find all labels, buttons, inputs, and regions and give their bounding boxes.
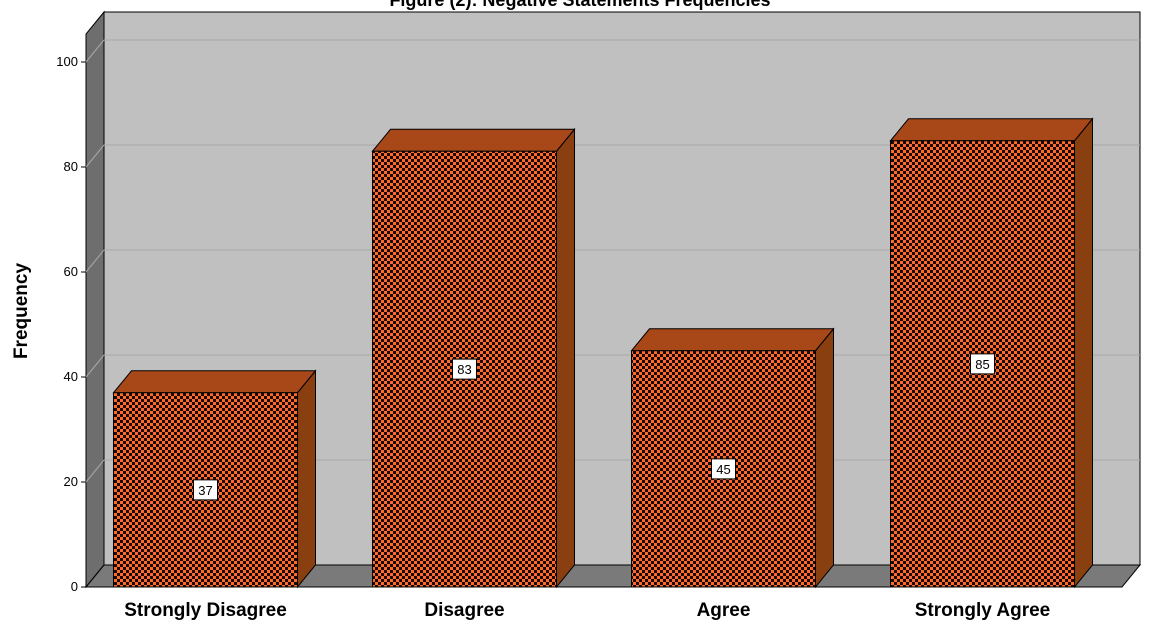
- y-axis-title: Frequency: [11, 263, 32, 360]
- gridline-side: [85, 354, 105, 378]
- side-wall: [85, 10, 105, 589]
- bar: [889, 117, 1094, 589]
- bar-top: [112, 370, 317, 394]
- bar-side: [815, 327, 834, 589]
- data-label-box: [452, 358, 477, 380]
- bar-top: [371, 128, 576, 152]
- y-tick-label: 80: [64, 159, 78, 174]
- gridline-side: [85, 249, 105, 273]
- data-label-box: [193, 479, 218, 501]
- bar: [630, 327, 835, 589]
- bar: [112, 369, 317, 589]
- y-tick-label: 60: [64, 264, 78, 279]
- chart-title: Figure (2): Negative Statements Frequenc…: [389, 0, 770, 10]
- data-label-box: [711, 458, 736, 480]
- x-tick-label: Strongly Disagree: [124, 600, 287, 621]
- gridline-side: [85, 459, 105, 483]
- y-tick-label: 100: [56, 54, 78, 69]
- x-tick-label: Disagree: [424, 600, 504, 621]
- data-label-box: [970, 353, 995, 375]
- y-tick-label: 0: [71, 579, 78, 594]
- bar-top: [889, 118, 1094, 142]
- gridline-side: [85, 144, 105, 168]
- x-tick-label: Agree: [697, 600, 751, 621]
- y-tick-label: 40: [64, 369, 78, 384]
- data-label: 83: [457, 362, 471, 377]
- data-label: 85: [975, 357, 989, 372]
- y-tick-label: 20: [64, 474, 78, 489]
- bar: [371, 127, 576, 589]
- gridline-side: [85, 39, 105, 63]
- bar-top: [630, 328, 835, 352]
- data-label: 37: [198, 483, 212, 498]
- bar-side: [297, 369, 316, 589]
- bar-side: [556, 127, 575, 589]
- data-label: 45: [716, 462, 730, 477]
- bar-side: [1074, 117, 1093, 589]
- x-tick-label: Strongly Agree: [915, 600, 1051, 621]
